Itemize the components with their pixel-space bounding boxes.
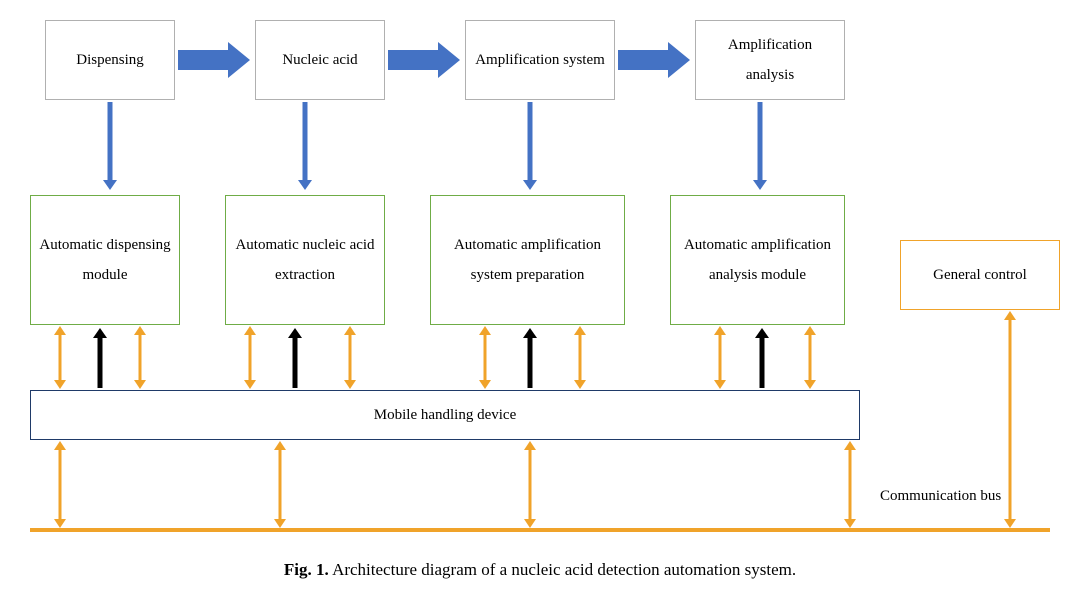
diagram-canvas: Dispensing Nucleic acid Amplification syst… — [0, 0, 1080, 605]
caption-rest: Architecture diagram of a nucleic acid d… — [329, 560, 796, 579]
top-box-amp-analysis: Amplification analysis — [695, 20, 845, 100]
orange-box-general-control: General control — [900, 240, 1060, 310]
mobile-handling-box: Mobile handling device — [30, 390, 860, 440]
bus-label: Communication bus — [880, 488, 1001, 505]
green-box-auto-extraction: Automatic nucleic acid extraction — [225, 195, 385, 325]
green-box-auto-prep: Automatic amplification system preparati… — [430, 195, 625, 325]
top-box-amp-system: Amplification system — [465, 20, 615, 100]
top-box-nucleic-acid: Nucleic acid — [255, 20, 385, 100]
caption-bold: Fig. 1. — [284, 560, 329, 579]
figure-caption: Fig. 1. Architecture diagram of a nuclei… — [0, 560, 1080, 580]
top-box-dispensing: Dispensing — [45, 20, 175, 100]
green-box-auto-analysis: Automatic amplification analysis module — [670, 195, 845, 325]
green-box-auto-dispensing: Automatic dispensing module — [30, 195, 180, 325]
